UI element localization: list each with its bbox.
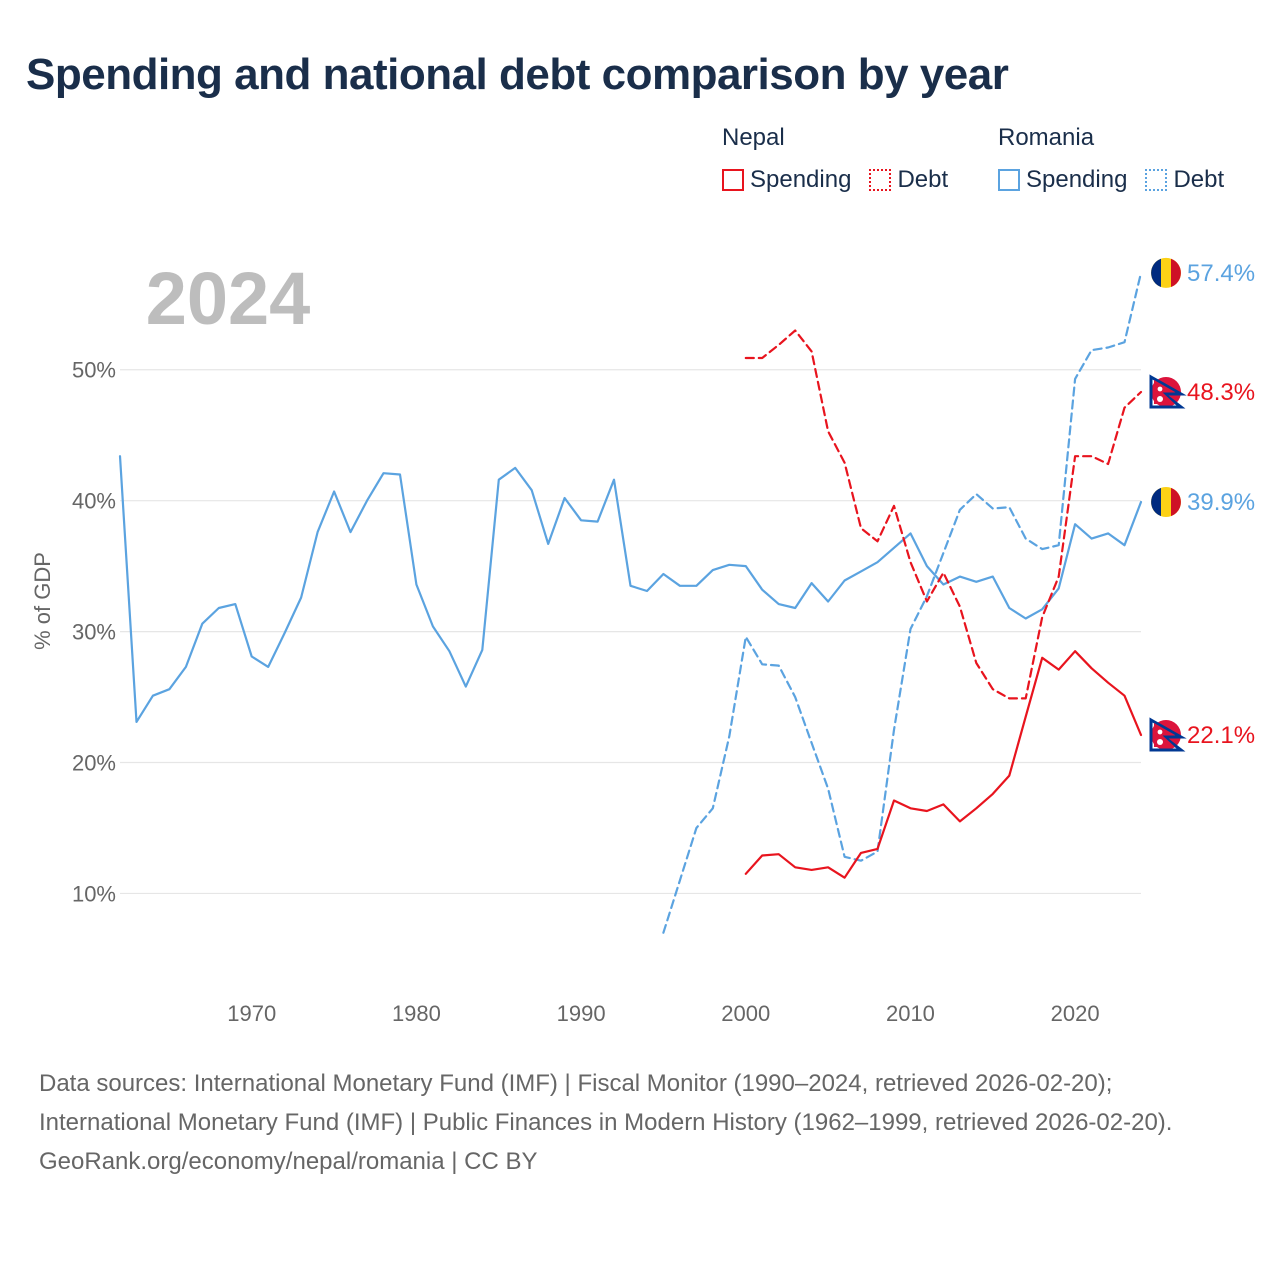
series-line-nepal-spending[interactable] [744, 650, 1143, 879]
legend-solid-swatch [998, 169, 1020, 191]
y-tick-label: 10% [72, 881, 116, 906]
nepal-flag-icon [1149, 717, 1187, 752]
x-tick-label: 1970 [227, 1001, 276, 1026]
series-line-nepal-debt[interactable] [744, 329, 1143, 700]
y-tick-labels: 10% 20% 30% 40% 50% [72, 358, 116, 907]
nepal-flag-icon [1149, 374, 1187, 409]
y-tick-label: 40% [72, 489, 116, 514]
end-value-label: 57.4% [1187, 260, 1255, 287]
end-value-label: 39.9% [1187, 489, 1255, 516]
legend-nepal: Nepal Spending Debt [722, 124, 966, 194]
y-tick-label: 20% [72, 751, 116, 776]
chart: 2024 10% 20% 30% 40% 50% 1970 1980 1990 2000 201… [30, 257, 1255, 1026]
legend-label: Debt [1173, 166, 1225, 193]
legend-romania-debt[interactable]: Debt [1145, 166, 1224, 194]
year-label: 2024 [146, 257, 311, 340]
series-line-romania-spending[interactable] [118, 455, 1143, 724]
series-layer [118, 271, 1143, 934]
legend-romania-spending[interactable]: Spending [998, 166, 1127, 194]
x-tick-label: 1990 [557, 1001, 606, 1026]
end-value-label: 22.1% [1187, 722, 1255, 749]
y-tick-label: 30% [72, 620, 116, 645]
legend-romania: Romania Spending Debt [998, 124, 1242, 194]
x-tick-label: 1980 [392, 1001, 441, 1026]
x-tick-label: 2000 [721, 1001, 770, 1026]
y-axis-label: % of GDP [30, 552, 55, 650]
end-value-label: 48.3% [1187, 379, 1255, 406]
legend-country-romania: Romania [998, 124, 1095, 151]
y-tick-label: 50% [72, 358, 116, 383]
legend-solid-swatch [722, 169, 744, 191]
end-labels: 39.9% 57.4% 22.1% 48.3% [1149, 257, 1255, 752]
legend-label: Spending [1026, 166, 1128, 193]
series-line-romania-debt[interactable] [662, 271, 1143, 934]
legend-label: Spending [750, 166, 852, 193]
legend-label: Debt [897, 166, 949, 193]
x-tick-labels: 1970 1980 1990 2000 2010 2020 [227, 1001, 1099, 1026]
romania-flag-icon [1151, 257, 1181, 288]
credit-link[interactable]: GeoRank.org/economy/nepal/romania | CC B… [39, 1148, 538, 1175]
gridlines [120, 369, 1141, 895]
page-title: Spending and national debt comparison by… [26, 50, 1009, 99]
x-tick-label: 2010 [886, 1001, 935, 1026]
legend-dotted-swatch [1145, 169, 1168, 191]
footer: Data sources: International Monetary Fun… [39, 1064, 1239, 1181]
legend-country-nepal: Nepal [722, 124, 785, 151]
legend-dotted-swatch [869, 169, 892, 191]
romania-flag-icon [1151, 487, 1181, 517]
data-sources: Data sources: International Monetary Fun… [39, 1070, 1173, 1136]
x-tick-label: 2020 [1051, 1001, 1100, 1026]
legend-nepal-debt[interactable]: Debt [869, 166, 948, 194]
legend-nepal-spending[interactable]: Spending [722, 166, 851, 194]
